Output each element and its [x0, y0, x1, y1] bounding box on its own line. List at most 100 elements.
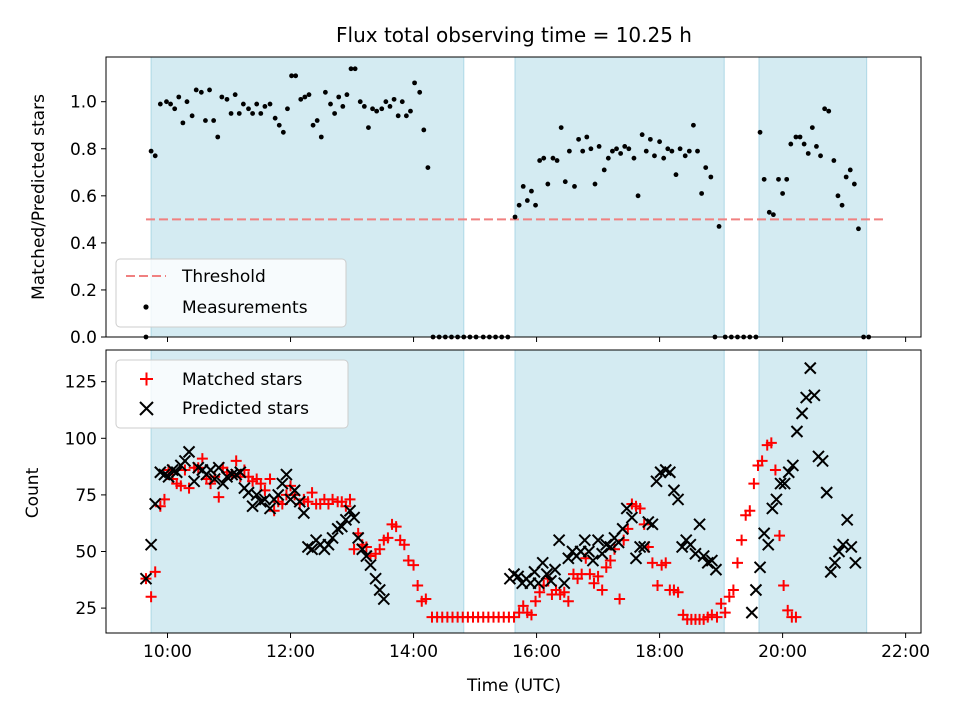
- measurement-point: [176, 94, 182, 100]
- legend-measurements-label: Measurements: [182, 298, 308, 318]
- measurement-point: [262, 104, 268, 109]
- figure-title: Flux total observing time = 10.25 h: [336, 23, 692, 47]
- predicted-star-point: [845, 540, 858, 554]
- y-tick-label: 100: [65, 429, 97, 449]
- predicted-star-point: [258, 493, 272, 506]
- measurement-point: [387, 104, 393, 109]
- predicted-star-point: [820, 486, 833, 499]
- predicted-star-point: [149, 497, 162, 511]
- measurement-point: [766, 209, 772, 215]
- measurement-point: [254, 101, 260, 107]
- measurement-point: [379, 106, 385, 112]
- measurement-point: [232, 92, 238, 98]
- measurement-point: [618, 151, 624, 156]
- predicted-star-point: [343, 504, 357, 517]
- measurement-point: [310, 122, 316, 128]
- matched-star-point: [517, 600, 529, 612]
- matched-star-point: [736, 534, 748, 546]
- predicted-star-point: [293, 495, 306, 508]
- measurement-point: [610, 148, 615, 154]
- matched-star-point: [790, 611, 802, 623]
- measurement-point: [818, 153, 823, 159]
- matched-star-point: [390, 521, 402, 533]
- measurement-point: [716, 224, 722, 229]
- measurement-point: [236, 111, 242, 116]
- measurement-point: [622, 144, 628, 149]
- measurement-point: [417, 89, 423, 95]
- matched-star-point: [530, 595, 542, 607]
- measurements-legend-swatch: [143, 304, 149, 310]
- predicted-star-point: [288, 484, 301, 497]
- matched-star-point: [622, 523, 634, 535]
- measurement-point: [425, 165, 431, 170]
- predicted-star-point: [774, 477, 787, 490]
- x-tick-label: 18:00: [635, 642, 684, 662]
- measurement-point: [219, 94, 225, 100]
- matched-star-point: [715, 598, 727, 610]
- observing-window: [758, 56, 868, 338]
- predicted-star-point: [786, 459, 800, 472]
- matched-star-point: [145, 591, 157, 603]
- matched-star-point: [719, 607, 731, 619]
- x-tick-label: 14:00: [389, 642, 438, 662]
- measurement-point: [576, 136, 581, 142]
- legend-box: [115, 258, 347, 328]
- measurement-point: [361, 104, 367, 109]
- count-plot-frame: [105, 349, 922, 634]
- measurement-point: [318, 134, 324, 140]
- measurement-point: [383, 99, 389, 105]
- measurement-point: [224, 96, 230, 102]
- measurement-point: [328, 101, 333, 107]
- observing-window: [514, 56, 725, 338]
- measurement-point: [605, 155, 611, 161]
- measurement-point: [708, 174, 714, 180]
- predicted-star-point: [162, 470, 175, 483]
- predicted-star-point: [250, 488, 263, 502]
- predicted-star-point: [709, 563, 723, 576]
- observing-window: [514, 349, 725, 634]
- y-tick-label: 1.0: [70, 93, 97, 113]
- matched-star-point: [525, 609, 537, 621]
- matched-star-point: [382, 532, 394, 544]
- predicted-star-point: [633, 540, 647, 554]
- predicted-star-point: [638, 540, 651, 554]
- measurement-point: [822, 106, 828, 112]
- measurement-point: [516, 202, 522, 208]
- measurement-point: [529, 188, 534, 194]
- measurement-point: [596, 144, 602, 149]
- matched-star-point: [782, 604, 794, 616]
- measurement-point: [322, 89, 328, 95]
- measurement-point: [793, 134, 799, 140]
- matched-star-point: [558, 586, 570, 598]
- matched-star-point: [706, 609, 718, 621]
- measurement-point: [302, 94, 308, 100]
- matched-star-point: [646, 557, 658, 569]
- measurement-points: [143, 66, 872, 340]
- measurement-point: [289, 73, 294, 79]
- measurement-point: [699, 191, 705, 196]
- measurement-point: [631, 155, 637, 161]
- predicted-star-point: [305, 543, 319, 556]
- matched-star-point: [534, 586, 546, 598]
- measurement-point: [370, 106, 375, 112]
- predicted-star-point: [804, 361, 817, 375]
- measurement-point: [826, 108, 832, 114]
- measurement-point: [695, 148, 700, 154]
- measurement-point: [801, 141, 807, 147]
- measurement-point: [285, 106, 290, 112]
- measurement-point: [403, 113, 409, 119]
- x-axis-label: Time (UTC): [466, 676, 561, 696]
- measurement-point: [805, 151, 811, 156]
- ratio-plot-frame: [105, 56, 922, 338]
- measurement-point: [340, 104, 346, 109]
- measurement-point: [148, 148, 154, 154]
- matched-star-point: [348, 543, 360, 555]
- predicted-star-point: [629, 552, 643, 565]
- predicted-star-point: [753, 561, 767, 574]
- measurement-point: [366, 125, 371, 130]
- matched-star-point: [213, 491, 225, 503]
- predicted-star-point: [604, 540, 617, 554]
- y-tick-label: 25: [75, 599, 97, 619]
- measurement-point: [545, 181, 551, 187]
